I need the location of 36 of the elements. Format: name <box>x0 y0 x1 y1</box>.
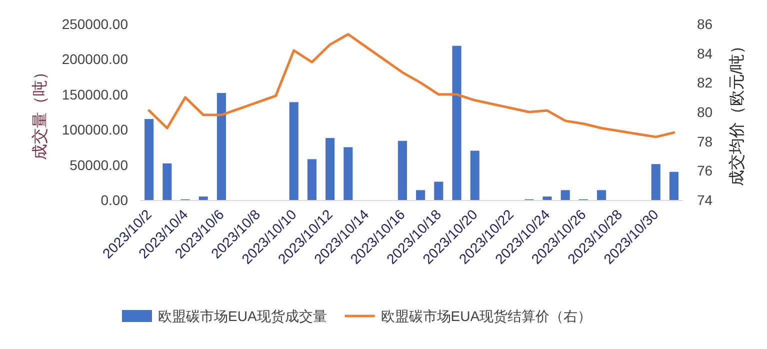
bar <box>344 147 353 200</box>
bar <box>144 119 154 200</box>
y2-tick-label: 76 <box>697 162 713 179</box>
y-tick-label: 0.00 <box>100 192 128 208</box>
y-tick-label: 200000.00 <box>62 51 128 68</box>
legend-label: 欧盟碳市场EUA现货结算价（右） <box>380 308 592 324</box>
y2-axis-title: 成交均价（欧元/吨） <box>728 38 746 186</box>
bar <box>398 140 407 200</box>
bar <box>162 163 172 200</box>
bar <box>434 182 444 200</box>
bar <box>416 190 426 200</box>
bar <box>452 46 462 200</box>
bar <box>651 164 660 200</box>
y-axis-title: 成交量（吨） <box>31 64 49 160</box>
y-tick-label: 50000.00 <box>70 156 128 173</box>
y2-tick-label: 84 <box>697 45 713 62</box>
bar <box>470 150 480 200</box>
bar <box>542 196 552 200</box>
y-tick-label: 250000.00 <box>62 16 128 32</box>
y-tick-label: 100000.00 <box>62 122 128 138</box>
bar <box>669 172 678 200</box>
bar <box>198 196 208 200</box>
y2-tick-label: 86 <box>697 16 713 32</box>
y2-tick-label: 74 <box>697 192 713 208</box>
bar <box>307 159 316 200</box>
y2-tick-label: 82 <box>697 74 713 91</box>
legend-label: 欧盟碳市场EUA现货成交量 <box>158 308 327 324</box>
line-series <box>148 33 676 138</box>
bar <box>326 138 335 200</box>
y2-tick-label: 80 <box>697 104 713 120</box>
bar <box>289 102 298 200</box>
y-tick-label: 150000.00 <box>62 86 128 102</box>
y2-tick-label: 78 <box>697 133 713 150</box>
bar <box>560 190 570 200</box>
bar <box>597 190 606 200</box>
bar <box>216 92 226 200</box>
